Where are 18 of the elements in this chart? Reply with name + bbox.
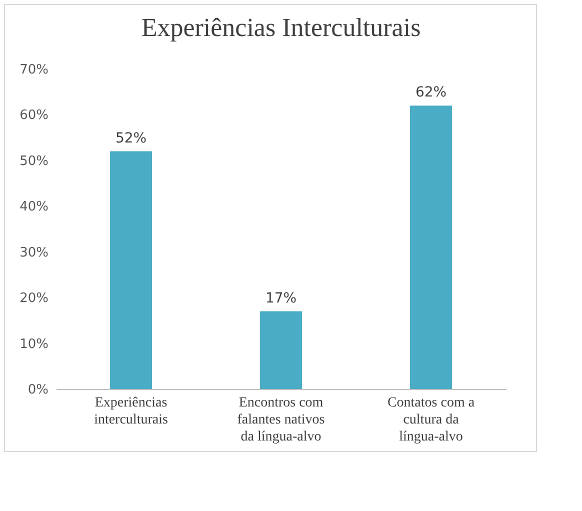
y-tick-label: 50% [20, 154, 48, 169]
data-label: 52% [115, 130, 147, 146]
y-tick-label: 10% [20, 336, 48, 352]
data-label: 62% [415, 84, 447, 101]
x-tick-label: Experiências interculturais [94, 396, 168, 428]
x-tick-label: Encontros com falantes nativos da língua-alvo [237, 396, 325, 444]
y-tick-label: 0% [28, 382, 48, 398]
bar [410, 106, 452, 389]
chart-title: Experiências Interculturais [141, 13, 421, 42]
y-tick-label: 30% [20, 245, 48, 260]
y-tick-label: 40% [20, 200, 48, 215]
bar [110, 151, 152, 389]
y-tick-label: 20% [20, 291, 48, 306]
bar [260, 311, 302, 389]
y-tick-label: 70% [20, 62, 48, 78]
data-label: 17% [265, 290, 297, 306]
x-tick-label: Contatos com a cultura da língua-alvo [387, 396, 476, 444]
y-tick-label: 60% [20, 108, 48, 124]
